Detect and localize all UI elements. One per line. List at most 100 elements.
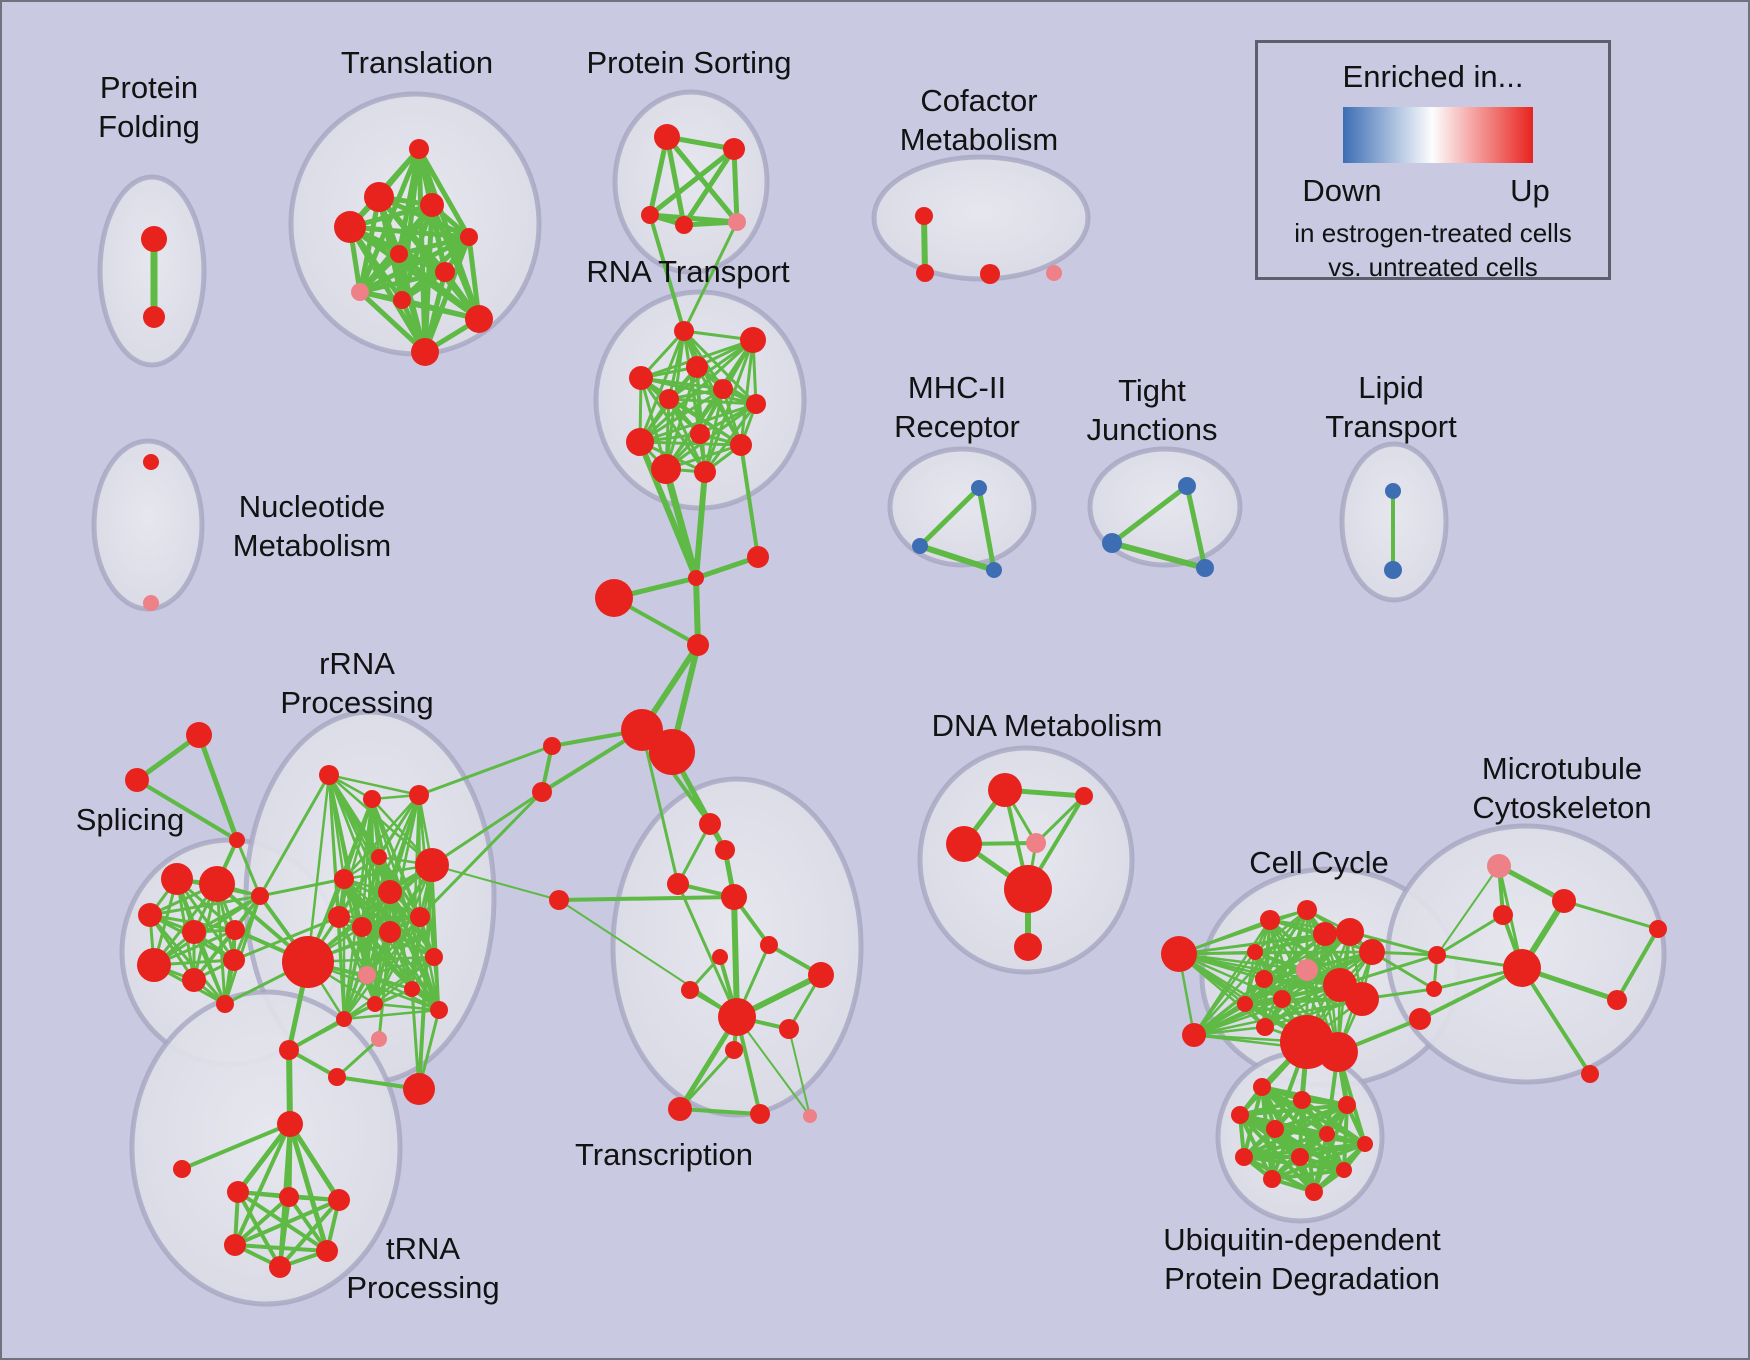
- gene-set-node: [1338, 1096, 1356, 1114]
- gene-set-node: [161, 863, 193, 895]
- gene-set-node: [686, 356, 708, 378]
- enrichment-edge: [640, 728, 680, 886]
- gene-set-node: [173, 1160, 191, 1178]
- enrichment-edge: [664, 134, 740, 225]
- gene-set-node: [371, 849, 387, 865]
- gene-set-node: [223, 949, 245, 971]
- gene-set-node: [390, 245, 408, 263]
- gene-set-node: [224, 1234, 246, 1256]
- gene-set-node: [182, 968, 206, 992]
- enrichment-edge: [417, 863, 434, 1091]
- gene-set-node: [277, 1111, 303, 1137]
- enrichment-edge: [638, 329, 686, 444]
- gene-set-node: [1296, 959, 1318, 981]
- gene-set-node: [227, 1181, 249, 1203]
- gene-set-node: [641, 206, 659, 224]
- enrichment-edge: [639, 376, 707, 474]
- gene-set-node: [690, 424, 710, 444]
- gene-set-node: [229, 832, 245, 848]
- enrichment-edge: [430, 790, 544, 867]
- enrichment-edge: [278, 1198, 341, 1269]
- gene-set-node: [699, 813, 721, 835]
- gene-set-node: [409, 785, 429, 805]
- cluster-label-lipid-transport: Transport: [1325, 409, 1457, 444]
- gene-set-node: [688, 570, 704, 586]
- enrichment-edge: [278, 1195, 291, 1269]
- gene-set-node: [747, 546, 769, 568]
- enrichment-edge: [233, 1243, 329, 1253]
- gene-set-node: [1345, 982, 1379, 1016]
- enrichment-edge: [417, 744, 554, 797]
- enrichment-edge: [1496, 863, 1567, 904]
- gene-set-node: [779, 1019, 799, 1039]
- enrichment-edge: [342, 793, 421, 881]
- cluster-ellipse-trna-processing: [129, 989, 403, 1307]
- enrichment-edge: [287, 1195, 329, 1253]
- enrichment-edge: [306, 773, 331, 964]
- enrichment-edge: [681, 146, 737, 228]
- gene-set-node: [1319, 1126, 1335, 1142]
- cluster-label-transcription: Transcription: [575, 1137, 753, 1172]
- gene-set-node: [225, 920, 245, 940]
- gene-set-node: [1552, 889, 1576, 913]
- gene-set-node: [746, 394, 766, 414]
- gene-set-node: [319, 765, 339, 785]
- gene-set-node: [269, 1256, 291, 1278]
- gene-set-node: [803, 1109, 817, 1123]
- gene-set-node: [358, 966, 376, 984]
- gene-set-node: [971, 480, 987, 496]
- gene-set-node: [351, 283, 369, 301]
- gene-set-node: [1102, 533, 1122, 553]
- gene-set-node: [915, 207, 933, 225]
- gene-set-node: [1291, 1148, 1309, 1166]
- gene-set-node: [532, 782, 552, 802]
- gene-set-node: [465, 305, 493, 333]
- enrichment-edge: [976, 485, 997, 573]
- enrichment-edge: [647, 134, 670, 218]
- enrichment-edge: [788, 1028, 811, 1117]
- cluster-label-trna-processing: tRNA: [386, 1231, 460, 1266]
- enrichment-edge: [388, 890, 441, 1012]
- gene-set-node: [367, 996, 383, 1012]
- cluster-label-splicing: Splicing: [76, 802, 185, 837]
- enrichment-edge: [365, 955, 436, 977]
- legend-subtitle-line2: vs. untreated cells: [1328, 252, 1538, 282]
- gene-set-node: [651, 454, 681, 484]
- enrichment-edge: [664, 134, 687, 228]
- enrichment-edge: [1109, 540, 1208, 571]
- enrichment-edge: [148, 894, 262, 917]
- enrichment-edge: [396, 234, 472, 257]
- enrichment-edge: [357, 251, 402, 295]
- legend-down-label: Down: [1302, 173, 1382, 208]
- cluster-label-mhc-ii-receptor: Receptor: [894, 409, 1020, 444]
- enrichment-edge: [342, 955, 436, 1021]
- gene-set-node: [1336, 918, 1364, 946]
- cluster-label-protein-sorting: Protein Sorting: [586, 45, 791, 80]
- gene-set-node: [186, 722, 212, 748]
- gene-set-node: [1336, 1162, 1352, 1178]
- gene-set-node: [1649, 920, 1667, 938]
- gene-set-node: [352, 917, 372, 937]
- gene-set-node: [916, 264, 934, 282]
- enrichment-edge: [1109, 483, 1190, 546]
- gene-set-node: [1581, 1065, 1599, 1083]
- gene-set-node: [543, 737, 561, 755]
- gene-set-node: [138, 903, 162, 927]
- gene-set-node: [808, 962, 834, 988]
- enrichment-edge: [416, 146, 472, 240]
- gene-set-node: [316, 1240, 338, 1262]
- labels: Protein Folding Translation Protein Sorting…: [76, 45, 1652, 1305]
- gene-set-node: [404, 981, 420, 997]
- enrichment-edge: [731, 894, 740, 1020]
- enrichment-edge: [662, 465, 700, 582]
- enrichment-edge: [678, 1048, 736, 1111]
- gene-set-node: [1231, 1106, 1249, 1124]
- enrichment-edge: [1243, 950, 1257, 1006]
- cluster-label-translation: Translation: [341, 45, 493, 80]
- gene-set-node: [713, 379, 733, 399]
- gene-set-node: [403, 1073, 435, 1105]
- enrichment-edge: [921, 213, 928, 276]
- enrichment-edge: [258, 877, 346, 898]
- enrichment-edge: [347, 224, 472, 240]
